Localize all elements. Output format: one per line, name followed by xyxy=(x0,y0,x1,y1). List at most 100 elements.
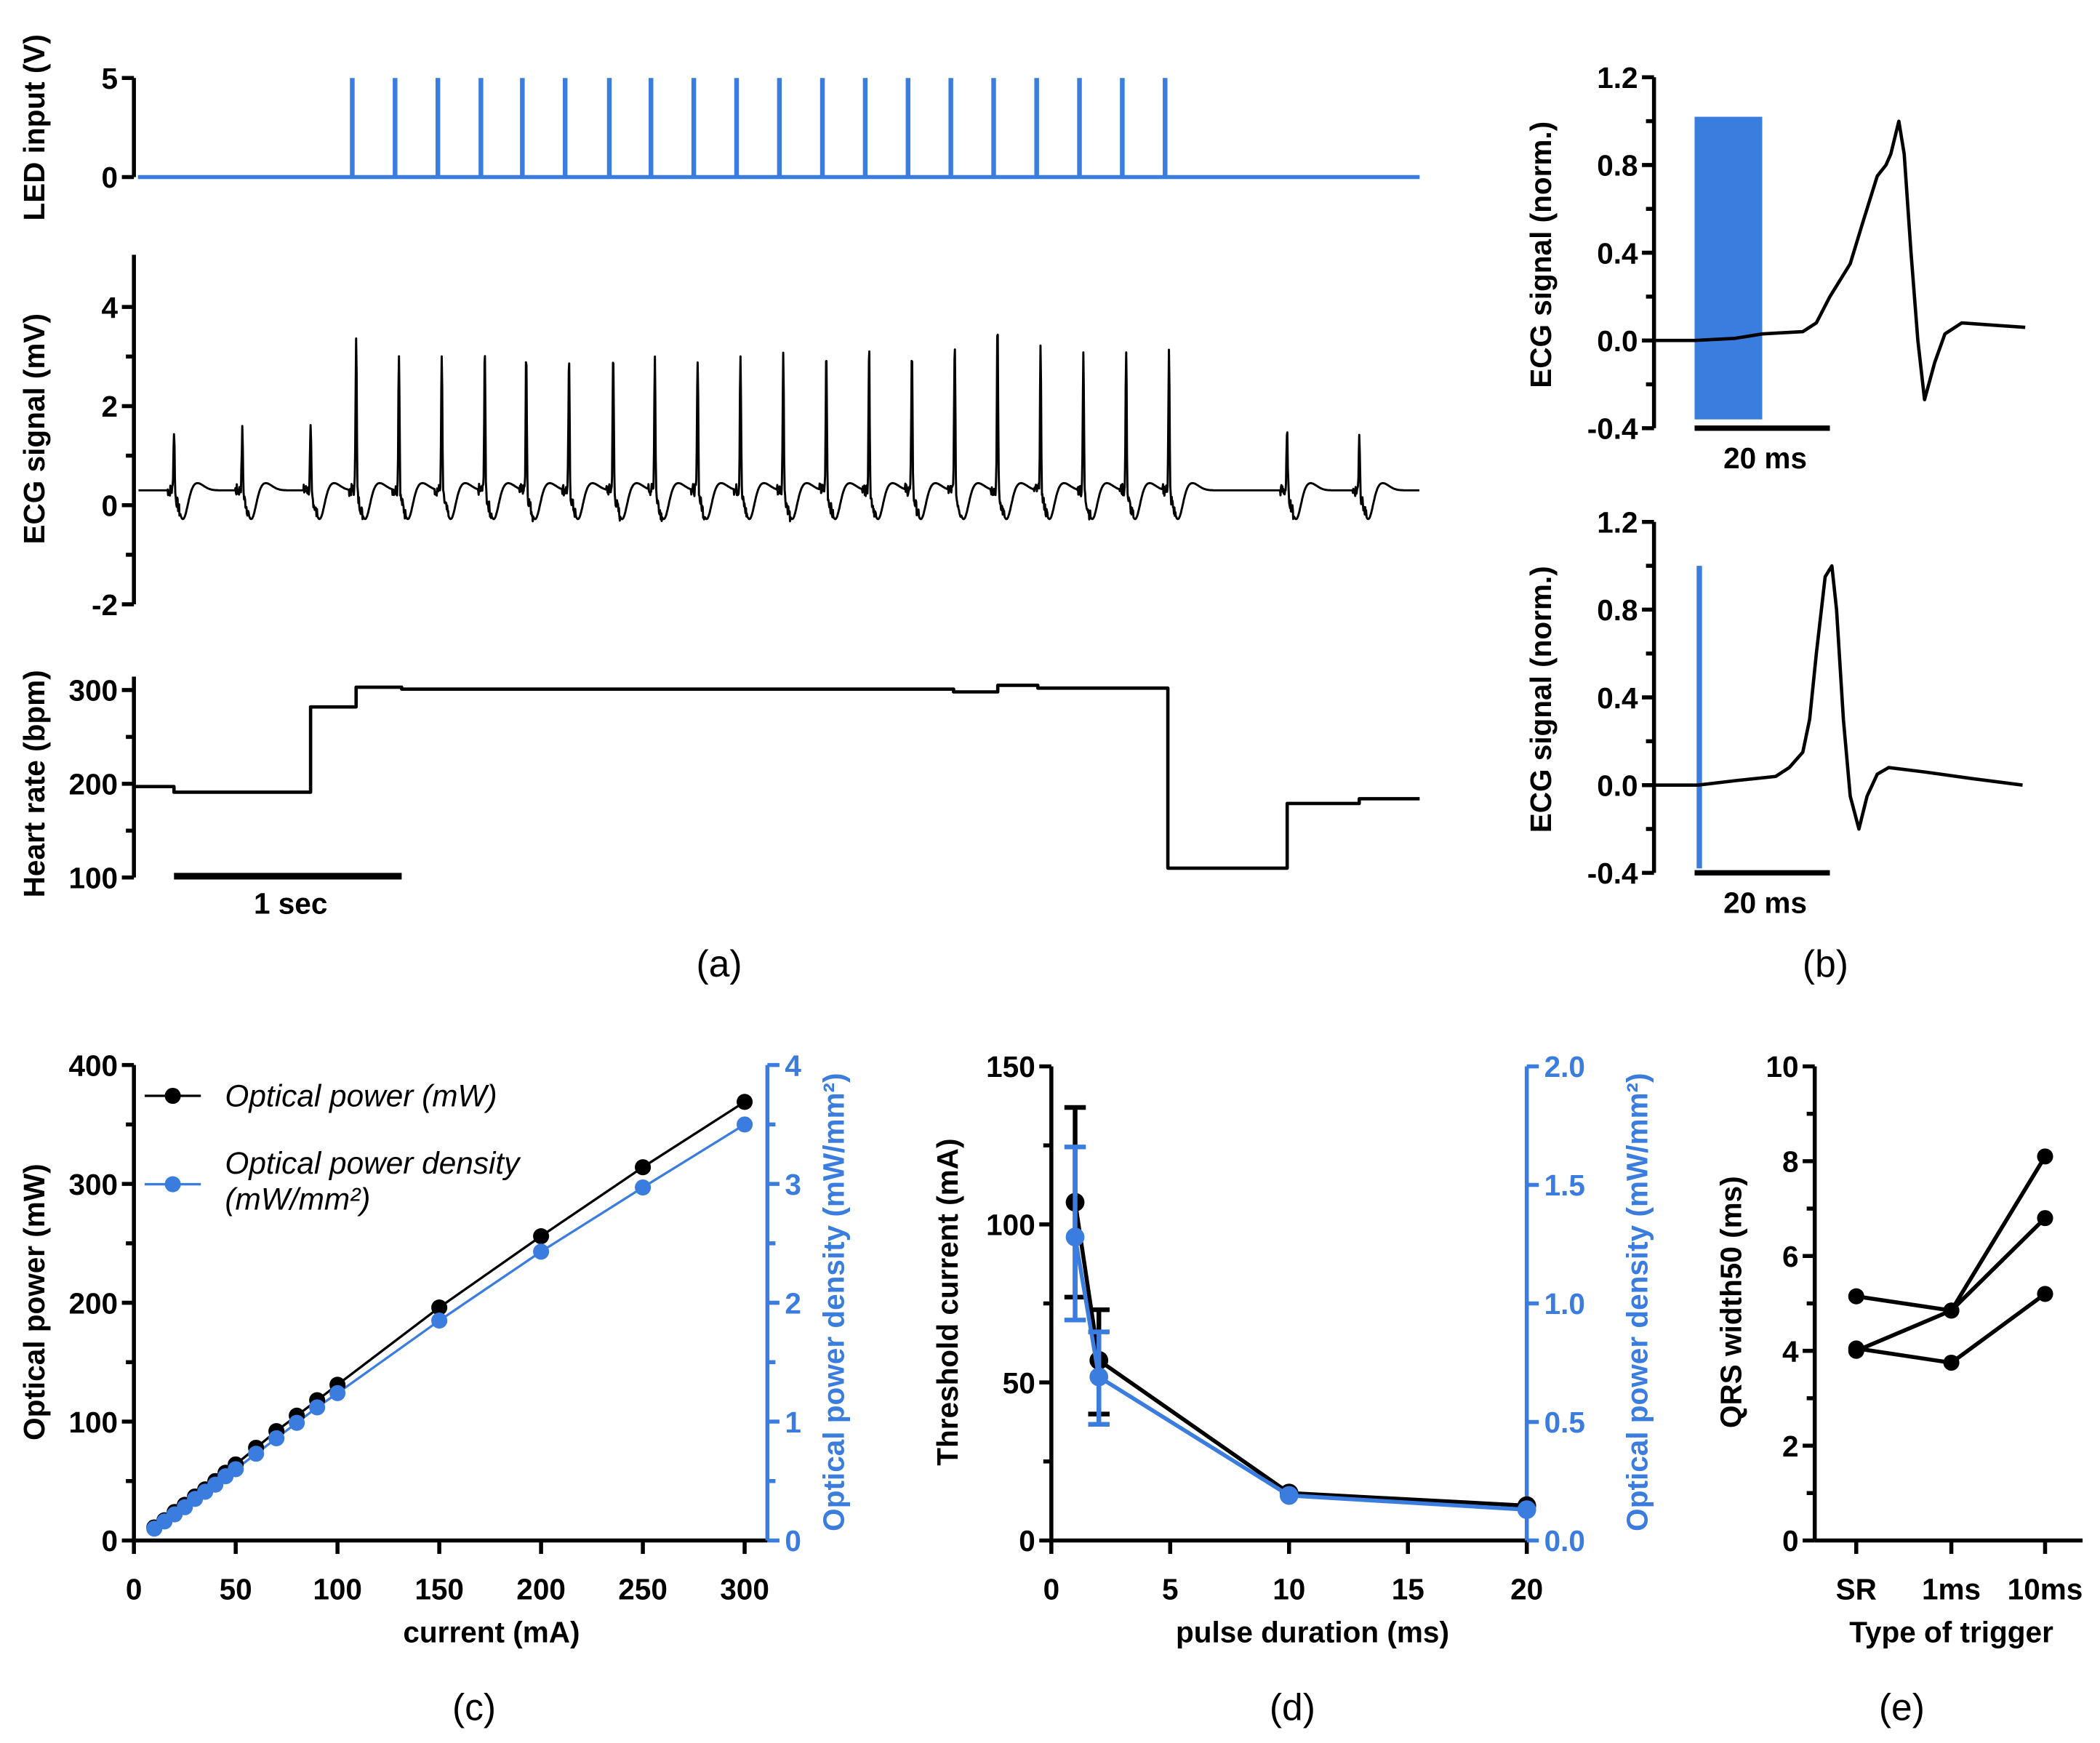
y-tick-label: 0 xyxy=(102,489,119,522)
y-tick-label: 100 xyxy=(986,1209,1035,1242)
ecg-norm-y-axis-label: ECG signal (norm.) xyxy=(1524,566,1558,833)
qrs-point xyxy=(2037,1148,2053,1165)
x-tick-label: 300 xyxy=(720,1573,769,1606)
y-tick-label: 0 xyxy=(102,1524,119,1558)
d-y-axis-label: Threshold current (mA) xyxy=(931,1139,964,1466)
x-tick-label: 150 xyxy=(414,1573,464,1606)
y-tick-label: 8 xyxy=(1782,1145,1799,1179)
qrs-point xyxy=(1848,1288,1864,1305)
hr-y-axis-label: Heart rate (bpm) xyxy=(17,670,51,897)
y-tick-label: 0 xyxy=(1019,1524,1035,1558)
ecg-normalized-trace xyxy=(1654,564,2023,831)
qrs-point xyxy=(1943,1302,1960,1319)
y-tick-label: 200 xyxy=(68,1286,118,1320)
optical-power-point xyxy=(635,1159,652,1176)
y-tick-label: 0.8 xyxy=(1597,149,1638,183)
panel-label-b: (b) xyxy=(1803,942,1848,985)
y2-tick-label: 1.5 xyxy=(1544,1169,1585,1202)
y-tick-label: 10 xyxy=(1766,1050,1799,1083)
y2-tick-label: 4 xyxy=(785,1049,801,1082)
x-tick-label: 1ms xyxy=(1922,1573,1981,1606)
c-x-axis-label: current (mA) xyxy=(403,1615,580,1648)
y-tick-label: 2 xyxy=(102,390,119,423)
y-tick-label: 50 xyxy=(1003,1366,1035,1400)
y2-tick-label: 0 xyxy=(785,1524,801,1558)
x-tick-label: 50 xyxy=(220,1573,252,1606)
y-tick-label: 200 xyxy=(68,768,118,801)
x-tick-label: 200 xyxy=(516,1573,566,1606)
optical-density-point xyxy=(533,1243,550,1260)
ecg-normalized-trace xyxy=(1654,119,2026,401)
y-tick-label: 0.4 xyxy=(1597,681,1638,715)
time-scale-bar-label: 20 ms xyxy=(1723,886,1807,920)
x-tick-label: 250 xyxy=(618,1573,668,1606)
y-tick-label: 0.0 xyxy=(1597,769,1638,802)
y-tick-label: -0.4 xyxy=(1587,412,1638,446)
optical-power-point xyxy=(533,1227,550,1245)
density-point xyxy=(1065,1227,1085,1247)
qrs-point xyxy=(2037,1210,2053,1227)
led-y-axis-label: LED input (V) xyxy=(17,34,51,221)
y-tick-label: 5 xyxy=(102,62,119,95)
optical-power-point xyxy=(431,1299,448,1316)
x-tick-label: 15 xyxy=(1392,1573,1424,1606)
ecg-norm-y-axis-label: ECG signal (norm.) xyxy=(1524,121,1558,388)
optical-density-point xyxy=(248,1446,265,1462)
panel-label-a: (a) xyxy=(697,942,742,985)
y-tick-label: -2 xyxy=(92,588,118,622)
panel-label-e: (e) xyxy=(1879,1686,1925,1728)
optical-density-point xyxy=(329,1385,346,1401)
c-y2-axis-label: Optical power density (mW/mm²) xyxy=(817,1073,850,1531)
x-tick-label: 0 xyxy=(1043,1573,1060,1606)
d-y2-axis-label: Optical power density (mW/mm²) xyxy=(1620,1073,1654,1531)
led-pulse-block xyxy=(1694,116,1763,420)
y2-tick-label: 2.0 xyxy=(1544,1050,1585,1083)
y-tick-label: 0.8 xyxy=(1597,593,1638,627)
legend-density-unit: (mW/mm²) xyxy=(225,1182,370,1217)
y-tick-label: 0.4 xyxy=(1597,236,1638,270)
y-tick-label: 1.2 xyxy=(1597,61,1638,95)
x-tick-label: 100 xyxy=(313,1573,362,1606)
y-tick-label: 0 xyxy=(1782,1524,1799,1558)
y-tick-label: 0.0 xyxy=(1597,324,1638,358)
y-tick-label: 150 xyxy=(986,1050,1035,1083)
y-tick-label: 100 xyxy=(68,862,118,895)
y-tick-label: 300 xyxy=(68,674,118,708)
optical-density-point xyxy=(309,1399,326,1416)
legend-density-label: Optical power density xyxy=(225,1146,521,1180)
qrs-point xyxy=(2037,1286,2053,1302)
y-tick-label: 6 xyxy=(1782,1240,1799,1273)
optical-density-point xyxy=(268,1430,285,1446)
d-x-axis-label: pulse duration (ms) xyxy=(1176,1615,1449,1648)
time-scale-bar-label: 20 ms xyxy=(1723,441,1807,475)
x-tick-label: 20 xyxy=(1510,1573,1543,1606)
density-point xyxy=(1517,1500,1536,1520)
y2-tick-label: 0.5 xyxy=(1544,1406,1585,1439)
y2-tick-label: 1.0 xyxy=(1544,1287,1585,1321)
heart-rate-trace xyxy=(134,684,1420,870)
x-tick-label: 5 xyxy=(1162,1573,1179,1606)
legend-density-marker xyxy=(164,1176,181,1193)
y-tick-label: 100 xyxy=(68,1406,118,1439)
panel-label-d: (d) xyxy=(1270,1686,1315,1728)
panel-label-c: (c) xyxy=(452,1686,496,1728)
optical-density-point xyxy=(431,1313,448,1329)
ecg-trace xyxy=(137,333,1420,523)
y-tick-label: 4 xyxy=(102,291,119,324)
optical-density-point xyxy=(737,1116,753,1133)
density-point xyxy=(1279,1486,1299,1505)
time-scale-bar-label: 1 sec xyxy=(254,887,327,921)
ecg-y-axis-label: ECG signal (mV) xyxy=(17,313,51,544)
y2-tick-label: 1 xyxy=(785,1406,801,1439)
y-tick-label: -0.4 xyxy=(1587,857,1638,890)
y2-tick-label: 2 xyxy=(785,1286,801,1320)
y-tick-label: 400 xyxy=(68,1049,118,1082)
x-tick-label: 10 xyxy=(1273,1573,1305,1606)
x-tick-label: 0 xyxy=(126,1573,143,1606)
density-point xyxy=(1089,1367,1109,1387)
y2-tick-label: 0.0 xyxy=(1544,1524,1585,1558)
y2-tick-label: 3 xyxy=(785,1168,801,1201)
optical-density-point xyxy=(228,1461,244,1478)
y-tick-label: 4 xyxy=(1782,1334,1799,1368)
